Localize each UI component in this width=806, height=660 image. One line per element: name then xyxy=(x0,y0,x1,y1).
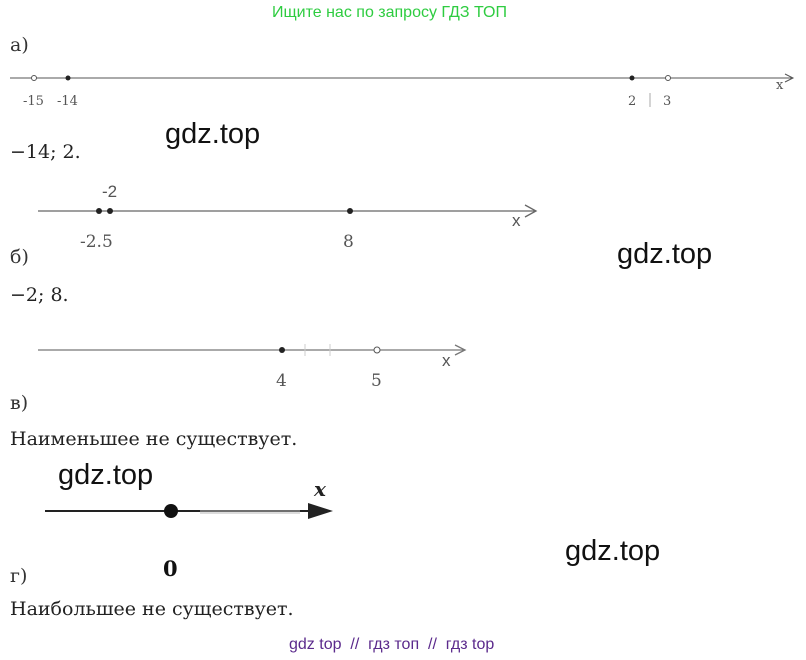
tick-label: -2 xyxy=(102,182,118,201)
point-8 xyxy=(347,208,353,214)
part-c-label: в) xyxy=(10,392,29,414)
part-d-label: г) xyxy=(10,565,28,587)
tick-label: 2 xyxy=(628,94,637,109)
answer-c: Наименьшее не существует. xyxy=(10,428,298,450)
point-0 xyxy=(164,504,178,518)
point-minus-2-5 xyxy=(96,208,102,214)
point-minus-14 xyxy=(65,75,71,81)
tick-label: 3 xyxy=(663,94,672,109)
point-minus-15 xyxy=(31,75,37,81)
search-banner[interactable]: Ищите нас по запросу ГДЗ ТОП xyxy=(272,4,507,21)
tick-label: 0 xyxy=(163,556,178,581)
watermark: gdz.top xyxy=(165,118,261,150)
point-5 xyxy=(373,346,381,354)
tick-label: -15 xyxy=(23,94,44,109)
tick-label: 5 xyxy=(371,371,382,391)
answer-a: −14; 2. xyxy=(10,141,81,163)
answer-d: Наибольшее не существует. xyxy=(10,598,294,620)
watermark: gdz.top xyxy=(58,459,154,491)
tick-label: -14 xyxy=(57,94,78,109)
tick-label: -2.5 xyxy=(80,232,113,252)
watermark: gdz.top xyxy=(617,238,713,270)
number-line-c xyxy=(38,344,467,356)
axis-label-a: x xyxy=(776,78,784,93)
point-3 xyxy=(665,75,671,81)
axis-label-d: x xyxy=(314,477,326,501)
part-b-label: б) xyxy=(10,246,29,268)
footer-links[interactable]: gdz top // гдз топ // гдз top xyxy=(289,636,495,653)
point-minus-2 xyxy=(107,208,113,214)
answer-b: −2; 8. xyxy=(10,284,69,306)
axis-label-c: x xyxy=(442,351,451,370)
number-line-d xyxy=(45,503,333,519)
number-line-a xyxy=(10,73,795,107)
part-a-label: а) xyxy=(10,34,29,56)
point-2 xyxy=(629,75,635,81)
axis-label-b: x xyxy=(512,211,521,230)
tick-label: 4 xyxy=(276,371,287,391)
tick-label: 8 xyxy=(343,232,354,252)
number-line-b xyxy=(38,204,538,218)
point-4 xyxy=(279,347,285,353)
watermark: gdz.top xyxy=(565,535,661,567)
